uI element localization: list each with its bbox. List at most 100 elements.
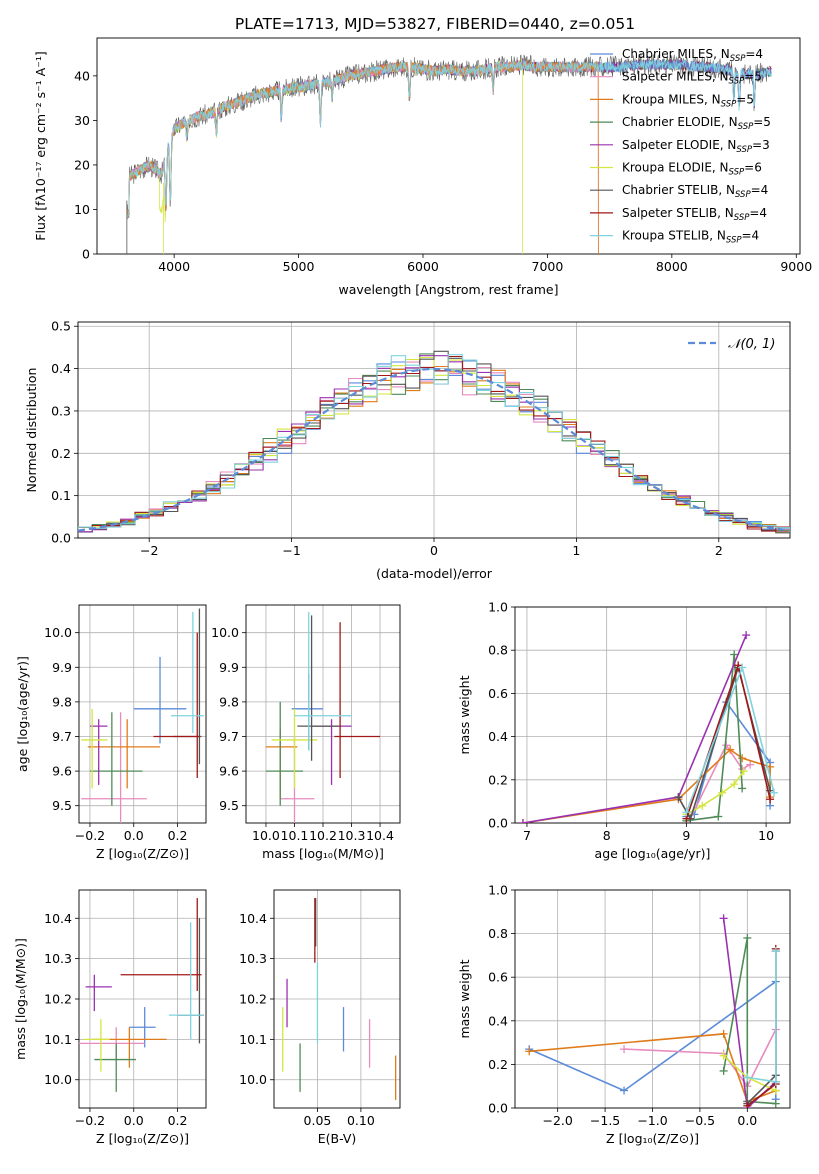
x-tick-label: 10.0: [252, 828, 280, 843]
x-tick-label: 1: [572, 543, 580, 558]
x-tick-label: 0.2: [168, 1113, 188, 1128]
mass-weight-marker: [738, 784, 747, 793]
y-tick-label: 0.8: [488, 926, 508, 941]
x-tick-label: −1.5: [590, 1113, 620, 1128]
errorbar-point-8: [294, 611, 352, 751]
mass-weight-marker: [719, 1029, 728, 1038]
x-tick-label: 5000: [283, 259, 315, 274]
y-tick-label: 0.2: [488, 772, 508, 787]
x-axis-label: Z [log₁₀(Z/Z⊙)]: [96, 846, 189, 861]
y-tick-label: 10.1: [239, 1032, 267, 1047]
mass-weight-marker: [743, 1101, 752, 1108]
errorbar-plot: [265, 611, 381, 823]
y-tick-label: 1.0: [488, 600, 508, 615]
mass-weight-marker: [770, 788, 779, 797]
errorbar-point-0: [129, 1007, 156, 1048]
y-tick-label: 9.9: [52, 660, 72, 675]
axes-frame: [77, 321, 791, 539]
y-tick-label: 0.0: [51, 531, 71, 546]
mass-weight-marker: [730, 780, 739, 789]
mass-weight-marker: [518, 819, 527, 823]
mass-weight-marker: [620, 1045, 629, 1054]
x-tick-label: −2.0: [542, 1113, 572, 1128]
y-tick-label: 10.4: [44, 911, 72, 926]
mass-weight-marker: [743, 933, 752, 942]
x-tick-label: 0: [430, 543, 438, 558]
y-tick-label: 9.9: [219, 660, 239, 675]
y-tick-label: 0.2: [51, 446, 71, 461]
errorbar-plot: [81, 608, 204, 823]
y-tick-label: 10.0: [239, 1072, 267, 1087]
y-tick-label: 9.6: [52, 764, 72, 779]
y-tick-label: 0.3: [51, 403, 71, 418]
x-tick-label: 9: [682, 828, 690, 843]
y-tick-label: 10.3: [44, 951, 72, 966]
mass-weight-marker: [771, 1099, 780, 1108]
mass-weight-line-2: [522, 748, 771, 823]
y-axis-label: mass weight: [457, 675, 472, 754]
mass-weight-marker: [718, 788, 727, 797]
errorbar-plot: [282, 898, 397, 1100]
legend-label-3: Chabrier ELODIE, NSSP=5: [622, 115, 771, 132]
y-tick-label: 0.8: [488, 643, 508, 658]
x-tick-label: −1.0: [637, 1113, 667, 1128]
mass-weight-marker: [738, 754, 747, 763]
legend-label-7: Salpeter STELIB, NSSP=4: [622, 206, 767, 223]
x-tick-label: 0.2: [168, 828, 188, 843]
spectrum-line-kroupa_elodie: [126, 58, 523, 254]
legend-label-4: Salpeter ELODIE, NSSP=3: [622, 138, 770, 155]
y-tick-label: 10.0: [44, 1072, 72, 1087]
histogram-plot: [78, 350, 790, 535]
axes-frame: [514, 606, 791, 824]
errorbar-point-5: [83, 1019, 110, 1072]
x-tick-label: 8: [603, 828, 611, 843]
mass-weight-marker: [682, 808, 691, 817]
x-tick-label: −1: [282, 543, 300, 558]
spectrum-line-salpeter_miles: [126, 59, 599, 254]
legend-spectrum: Chabrier MILES, NSSP=4 Salpeter MILES, NS…: [590, 47, 771, 246]
x-tick-label: 0.10: [347, 1113, 375, 1128]
errorbar-point-8: [168, 922, 204, 1040]
errorbar-point-6: [297, 615, 341, 761]
y-tick-label: 0.0: [488, 816, 508, 831]
y-tick-label: 10.3: [239, 951, 267, 966]
mass-weight-line-5: [723, 1055, 777, 1092]
mass-weight-marker: [742, 631, 751, 640]
legend-label-5: Kroupa ELODIE, NSSP=6: [622, 161, 762, 178]
y-tick-label: 40: [74, 68, 90, 83]
errorbar-point-4: [311, 719, 352, 785]
y-tick-label: 10.2: [239, 992, 267, 1007]
x-axis-label: Z [log₁₀(Z/Z⊙)]: [606, 1131, 699, 1146]
x-tick-label: 2: [715, 543, 723, 558]
x-tick-label: 7: [523, 828, 531, 843]
y-tick-label: 10.0: [44, 625, 72, 640]
y-tick-label: 10.0: [211, 625, 239, 640]
x-axis-label: wavelength [Angstrom, rest frame]: [338, 282, 558, 297]
spectrum-line-kroupa_stelib: [126, 58, 772, 219]
y-tick-label: 9.7: [52, 729, 72, 744]
x-tick-label: 10.4: [366, 828, 394, 843]
x-tick-label: 10.1: [281, 828, 309, 843]
x-tick-label: −0.5: [685, 1113, 715, 1128]
y-tick-label: 10.4: [239, 911, 267, 926]
mass-weight-marker: [726, 745, 735, 754]
x-tick-label: 4000: [158, 259, 190, 274]
mass-weight-marker: [738, 663, 747, 672]
y-tick-label: 0.4: [488, 1013, 508, 1028]
errorbar-point-0: [291, 674, 323, 751]
y-tick-label: 10.2: [44, 992, 72, 1007]
panel-age_vs_mass: 10.0 10.1 10.2 10.3 10.49.59.69.79.89.910.0m…: [211, 604, 401, 861]
x-tick-label: 10: [758, 828, 774, 843]
mass-weight-marker: [771, 947, 780, 956]
errorbar-point-5: [81, 708, 108, 789]
legend-label-8: Kroupa STELIB, NSSP=4: [622, 229, 759, 246]
errorbar-point-4: [85, 974, 112, 1012]
errorbar-point-7: [153, 632, 200, 779]
errorbar-point-2: [92, 1027, 167, 1068]
x-tick-label: 7000: [532, 259, 564, 274]
x-axis-label: mass [log₁₀(M/M⊙)]: [262, 846, 384, 861]
x-tick-label: 9000: [780, 259, 812, 274]
errorbar-point-2: [87, 719, 161, 789]
